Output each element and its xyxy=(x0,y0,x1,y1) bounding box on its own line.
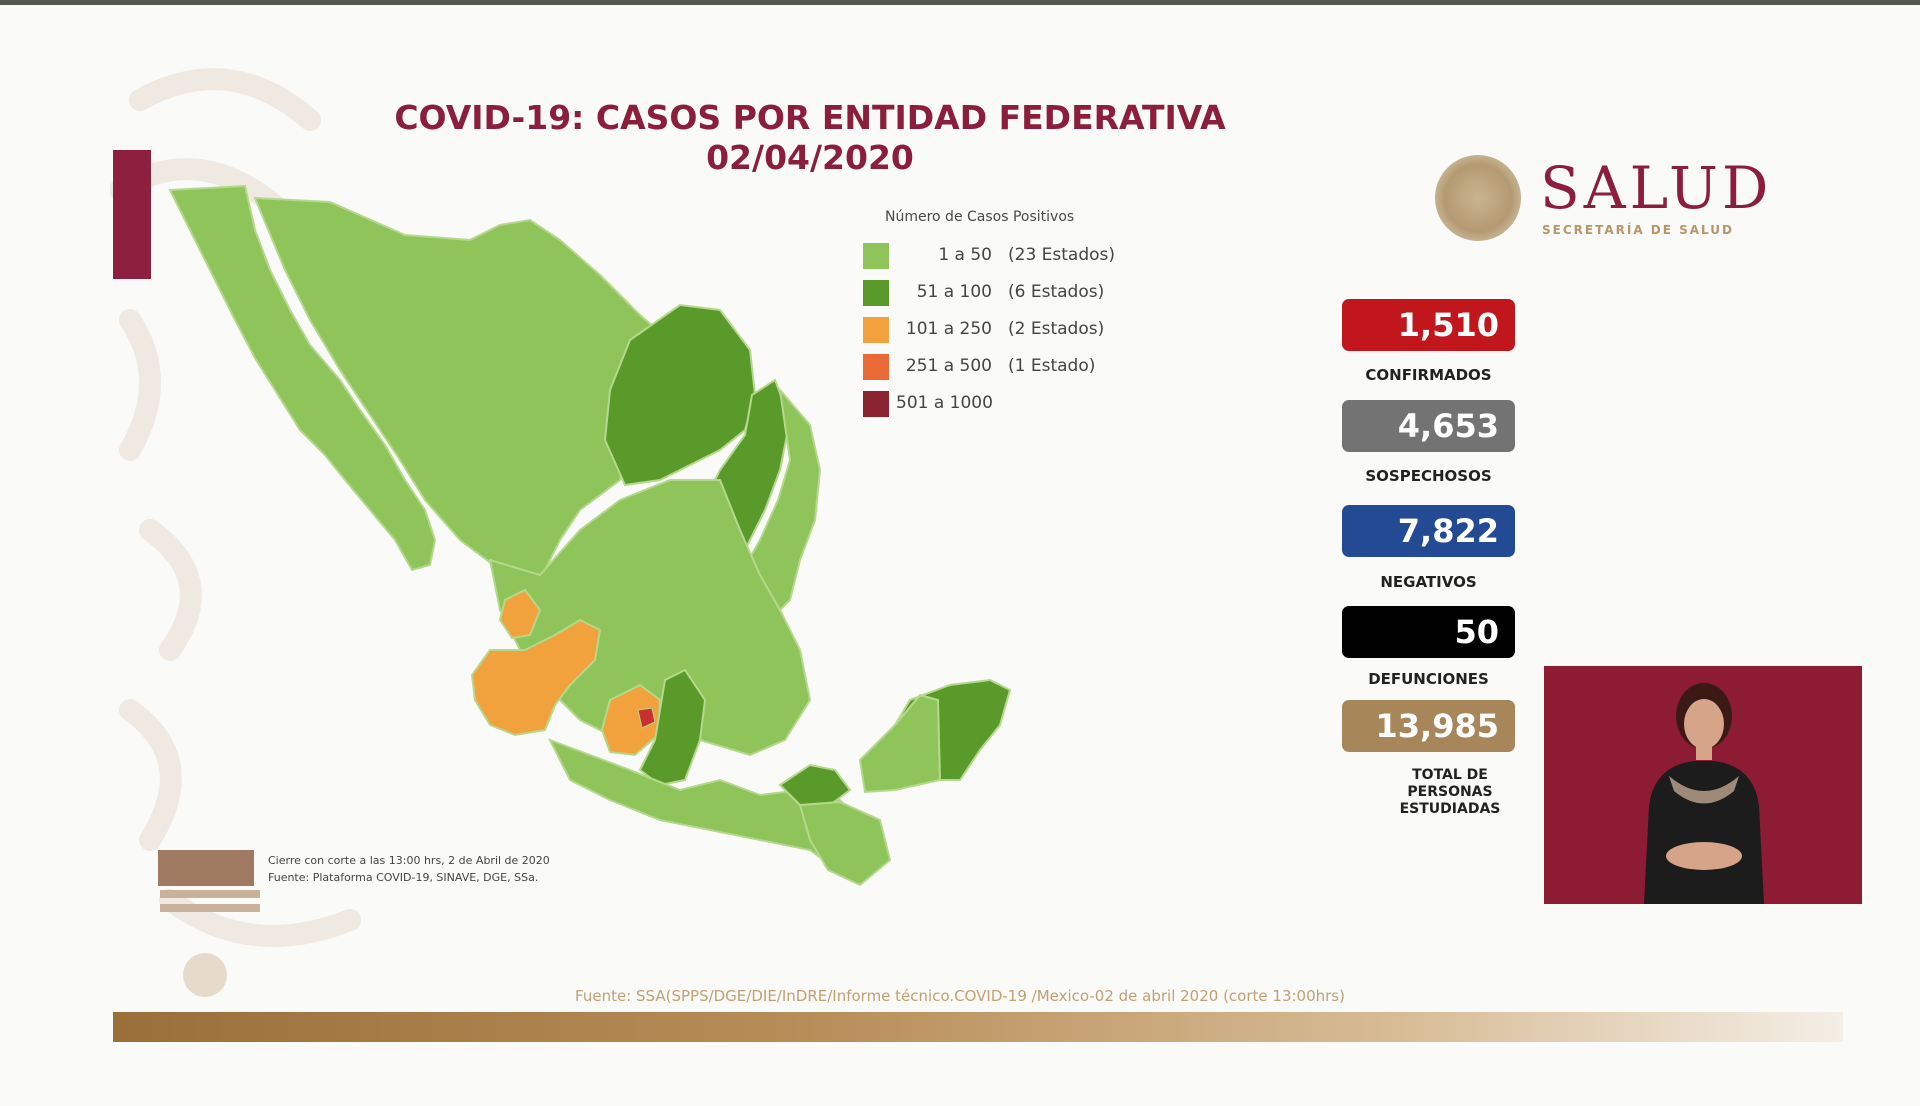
region-jalisco xyxy=(470,618,602,737)
legend-range: 51 a 100 xyxy=(916,282,992,302)
legend-count: (23 Estados) xyxy=(1008,245,1116,265)
negative-label: NEGATIVOS xyxy=(1380,573,1477,591)
negative-count-box: 7,822 xyxy=(1342,505,1515,557)
mexican-seal-icon xyxy=(1435,155,1521,241)
brand-accent-block xyxy=(113,150,151,279)
confirmed-label: CONFIRMADOS xyxy=(1365,366,1492,384)
region-puebla xyxy=(600,683,662,757)
legend-swatch xyxy=(863,354,889,380)
title-date: 02/04/2020 xyxy=(706,138,914,177)
legend-count: (2 Estados) xyxy=(1008,319,1105,339)
suspected-label: SOSPECHOSOS xyxy=(1365,467,1492,485)
total-studied-label: TOTAL DE PERSONAS ESTUDIADAS xyxy=(1399,767,1501,817)
cutoff-note-line1: Cierre con corte a las 13:00 hrs, 2 de A… xyxy=(268,854,550,867)
mexico-map xyxy=(168,184,1012,887)
suspected-count: 4,653 xyxy=(1397,407,1499,445)
salud-logo-text: SALUD xyxy=(1540,154,1773,222)
region-campeche xyxy=(858,693,942,794)
legend-count: (1 Estado) xyxy=(1008,356,1096,376)
sign-language-interpreter-video xyxy=(1544,666,1862,904)
deaths-label: DEFUNCIONES xyxy=(1368,670,1489,688)
interpreter-figure xyxy=(1544,666,1862,904)
page-title: COVID-19: CASOS POR ENTIDAD FEDERATIVA 0… xyxy=(330,98,1290,178)
negative-count: 7,822 xyxy=(1397,512,1499,550)
source-footer: Fuente: SSA(SPPS/DGE/DIE/InDRE/Informe t… xyxy=(575,987,1345,1005)
title-line-1: COVID-19: CASOS POR ENTIDAD FEDERATIVA xyxy=(394,98,1226,137)
legend-range: 101 a 250 xyxy=(905,319,992,339)
region-yucatan xyxy=(894,678,1012,781)
region-baja-california xyxy=(168,184,437,572)
legend-count: (6 Estados) xyxy=(1008,282,1105,302)
footer-gold-bar xyxy=(113,1012,1843,1042)
legend-swatch xyxy=(863,391,889,417)
legend-range: 501 a 1000 xyxy=(896,393,993,413)
confirmed-count-box: 1,510 xyxy=(1342,299,1515,351)
deaths-count-box: 50 xyxy=(1342,606,1515,658)
salud-logo: SALUD SECRETARÍA DE SALUD xyxy=(1435,155,1795,245)
deaths-count: 50 xyxy=(1454,613,1499,651)
region-chiapas xyxy=(798,800,892,887)
legend-swatch xyxy=(863,317,889,343)
total-studied-box: 13,985 xyxy=(1342,700,1515,752)
confirmed-count: 1,510 xyxy=(1397,306,1499,344)
map-legend: Número de Casos Positivos 1 a 50 (23 Est… xyxy=(860,205,1180,435)
legend-range: 1 a 50 xyxy=(938,245,992,265)
cutoff-note: Cierre con corte a las 13:00 hrs, 2 de A… xyxy=(268,852,550,886)
cutoff-note-line2: Fuente: Plataforma COVID-19, SINAVE, DGE… xyxy=(268,871,539,884)
region-jalisco-north xyxy=(498,588,542,640)
suspected-count-box: 4,653 xyxy=(1342,400,1515,452)
region-hidalgo-veracruz xyxy=(638,668,707,787)
region-cdmx xyxy=(637,707,656,729)
total-studied-count: 13,985 xyxy=(1375,707,1499,745)
gobierno-de-mexico-logo xyxy=(158,850,260,997)
top-border xyxy=(0,0,1920,5)
legend-title: Número de Casos Positivos xyxy=(885,209,1075,225)
legend-swatch xyxy=(863,243,889,269)
region-coahuila xyxy=(603,303,757,487)
salud-logo-subtitle: SECRETARÍA DE SALUD xyxy=(1542,223,1734,237)
legend-range: 251 a 500 xyxy=(905,356,992,376)
legend-swatch xyxy=(863,280,889,306)
